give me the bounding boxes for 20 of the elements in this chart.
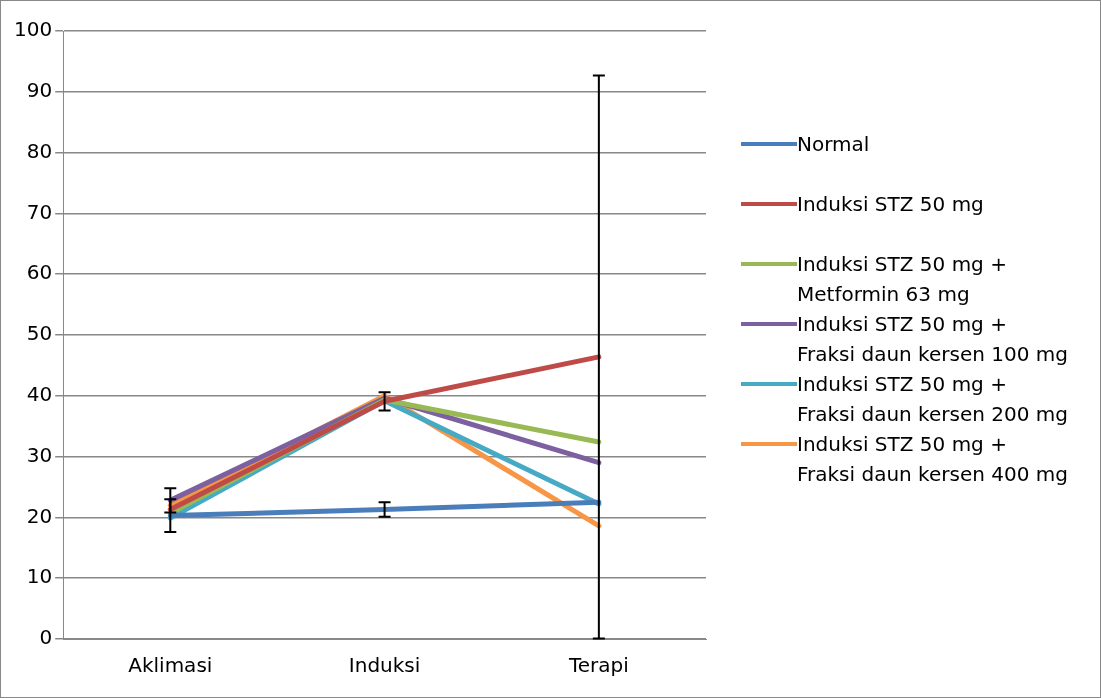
y-tick-label: 90 [26, 78, 53, 102]
y-tick-label: 20 [26, 503, 53, 528]
legend-label: Induksi STZ 50 mg + Fraksi daun kersen 100 mg [797, 311, 1069, 368]
y-tick-label: 50 [26, 321, 53, 346]
y-tick-label: 40 [26, 382, 53, 406]
y-tick-label: 100 [13, 17, 53, 42]
x-tick-label: Terapi [567, 653, 629, 678]
y-tick-label: 30 [26, 442, 53, 467]
x-tick-label: Induksi [348, 653, 421, 678]
x-tick-label: Aklimasi [128, 653, 213, 678]
legend-label: Normal [797, 131, 870, 158]
legend-label: Induksi STZ 50 mg + Fraksi daun kersen 400 mg [797, 431, 1069, 488]
legend-label: Induksi STZ 50 mg + Metformin 63 mg [797, 251, 1008, 308]
legend-label: Induksi STZ 50 mg + Fraksi daun kersen 200 mg [797, 371, 1069, 428]
legend-label: Induksi STZ 50 mg [797, 191, 984, 218]
y-tick-label: 70 [26, 199, 53, 224]
y-tick-label: 80 [26, 138, 53, 163]
y-tick-label: 0 [39, 625, 53, 650]
y-tick-label: 10 [26, 564, 53, 589]
y-tick-label: 60 [26, 260, 53, 285]
